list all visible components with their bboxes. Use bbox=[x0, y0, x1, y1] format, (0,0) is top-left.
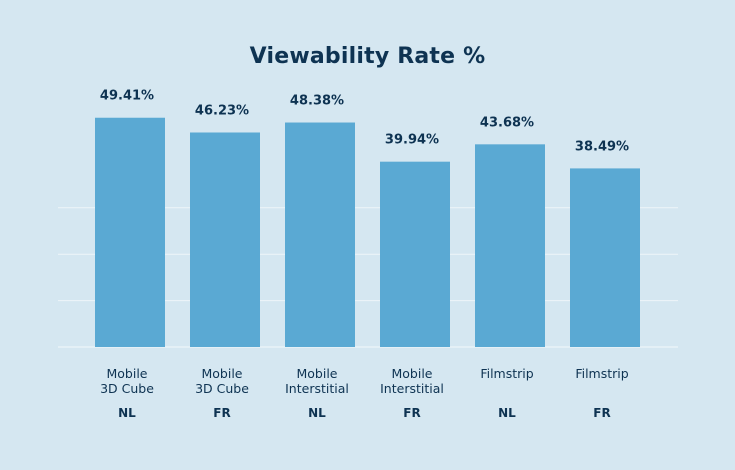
x-tick-label: Filmstrip bbox=[575, 366, 628, 381]
data-label: 48.38% bbox=[290, 94, 344, 109]
bar bbox=[190, 132, 260, 347]
data-label: 49.41% bbox=[100, 89, 154, 104]
bar bbox=[475, 144, 545, 347]
bar bbox=[95, 117, 165, 347]
x-tick-label: Mobile bbox=[106, 366, 147, 381]
data-label: 38.49% bbox=[575, 139, 629, 154]
group-label: FR bbox=[403, 406, 420, 420]
bar bbox=[380, 161, 450, 347]
x-tick-label: 3D Cube bbox=[195, 381, 249, 396]
x-tick-label: Interstitial bbox=[285, 381, 349, 396]
x-tick-label: 3D Cube bbox=[100, 381, 154, 396]
group-label: NL bbox=[308, 406, 326, 420]
group-label: FR bbox=[593, 406, 610, 420]
data-label: 46.23% bbox=[195, 103, 249, 118]
chart-title: Viewability Rate % bbox=[249, 44, 486, 69]
x-tick-label: Mobile bbox=[296, 366, 337, 381]
bar bbox=[570, 168, 640, 347]
x-tick-label: Interstitial bbox=[380, 381, 444, 396]
data-label: 39.94% bbox=[385, 133, 439, 148]
bars bbox=[95, 117, 640, 347]
data-label: 43.68% bbox=[480, 115, 534, 130]
x-tick-label: Filmstrip bbox=[480, 366, 533, 381]
group-label: NL bbox=[118, 406, 136, 420]
group-label: FR bbox=[213, 406, 230, 420]
x-tick-label: Mobile bbox=[201, 366, 242, 381]
bar bbox=[285, 122, 355, 347]
x-tick-label: Mobile bbox=[391, 366, 432, 381]
group-label: NL bbox=[498, 406, 516, 420]
